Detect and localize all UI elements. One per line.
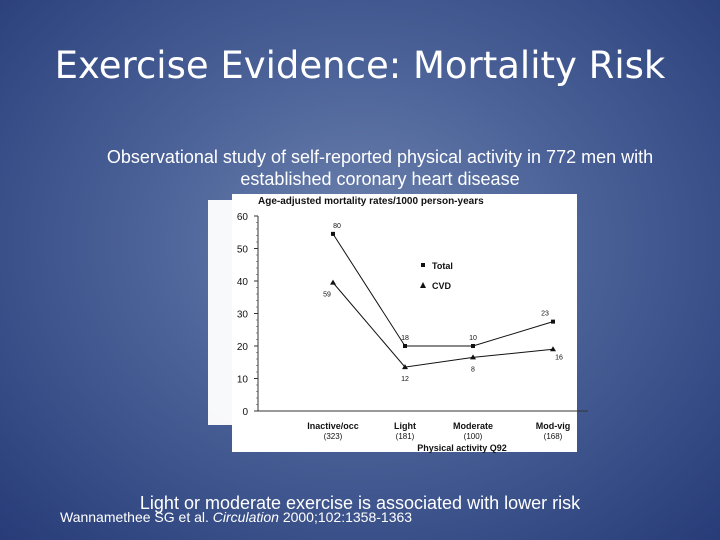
data-label: 23: [541, 311, 549, 318]
mortality-chart: Age-adjusted mortality rates/1000 person…: [237, 196, 588, 453]
x-tick-label: Mod-vig: [536, 421, 571, 431]
series-layer: 80 18 10 23 59 12 8 16: [323, 223, 563, 383]
marker-cvd: [550, 346, 556, 352]
x-tick-label: Moderate: [453, 421, 493, 431]
series-line-total: [332, 233, 554, 347]
slide-subtitle: Observational study of self-reported phy…: [40, 146, 720, 190]
y-tick-label: 60: [237, 212, 249, 223]
data-label: 16: [555, 354, 563, 361]
y-tick-label: 40: [237, 277, 249, 288]
x-tick-count: (100): [464, 432, 483, 441]
x-tick-count: (168): [544, 432, 563, 441]
citation-ref: 2000;102:1358-1363: [278, 509, 413, 525]
subtitle-line-2: established coronary heart disease: [240, 169, 520, 189]
x-axis: Inactive/occ(323) Light(181) Moderate(100)…: [258, 410, 588, 441]
data-label: 10: [469, 335, 477, 342]
data-label: 12: [401, 376, 409, 383]
chart-figure: [232, 194, 577, 452]
series-line-cvd: [332, 282, 554, 368]
y-tick-label: 20: [237, 342, 249, 353]
marker-total: [331, 231, 335, 236]
x-axis-label: Physical activity Q92: [417, 443, 507, 453]
y-tick-label: 10: [237, 375, 249, 386]
y-axis: 0 10 20 30 40 50 60: [237, 212, 259, 418]
marker-total: [471, 344, 475, 348]
slide-caption: Light or moderate exercise is associated…: [139, 493, 581, 513]
marker-cvd: [470, 354, 476, 360]
legend-label-total: Total: [432, 261, 453, 271]
marker-total: [551, 319, 555, 324]
data-label: 18: [401, 335, 409, 342]
x-tick-count: (181): [396, 432, 415, 441]
citation-authors: Wannamethee SG et al.: [60, 509, 213, 525]
data-label: 80: [333, 223, 341, 230]
marker-cvd: [330, 279, 336, 285]
figure-left-strip: [208, 200, 232, 425]
marker-total: [403, 344, 407, 348]
legend-label-cvd: CVD: [432, 281, 452, 291]
legend: Total CVD: [420, 261, 453, 291]
x-tick-label: Inactive/occ: [307, 421, 359, 431]
chart-title: Age-adjusted mortality rates/1000 person…: [258, 196, 484, 207]
subtitle-line-1: Observational study of self-reported phy…: [106, 147, 654, 167]
marker-cvd: [402, 364, 408, 370]
data-label: 59: [323, 292, 331, 299]
y-tick-label: 30: [237, 310, 249, 321]
slide-title: Exercise Evidence: Mortality Risk: [54, 44, 666, 87]
citation: Wannamethee SG et al. Circulation 2000;1…: [60, 509, 412, 525]
x-tick-label: Light: [394, 421, 416, 431]
y-tick-label: 0: [242, 407, 248, 418]
x-tick-count: (323): [324, 432, 343, 441]
data-label: 8: [471, 366, 475, 373]
legend-marker-cvd: [420, 282, 426, 288]
y-tick-label: 50: [237, 245, 249, 256]
citation-journal: Circulation: [212, 509, 279, 525]
legend-marker-total: [421, 263, 425, 267]
